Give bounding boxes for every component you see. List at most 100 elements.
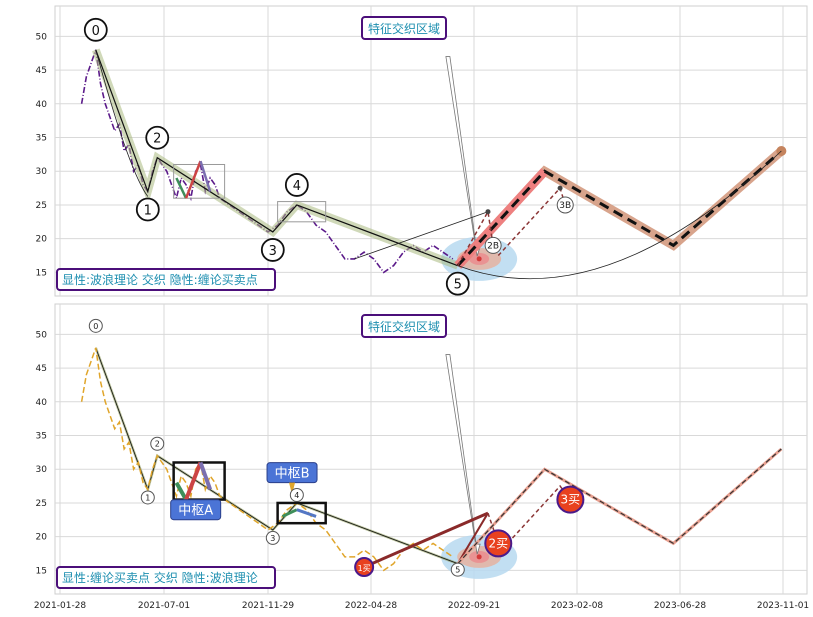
x-tick-label: 2022-04-28 — [345, 601, 398, 611]
annotation-label: 2B — [487, 241, 499, 251]
y-tick-label: 50 — [36, 32, 48, 42]
y-tick-label: 25 — [36, 201, 47, 211]
y-tick-label: 50 — [36, 330, 48, 340]
intersection-dot — [476, 554, 482, 560]
y-tick-label: 30 — [36, 167, 48, 177]
buy2-path — [457, 209, 494, 267]
wave-label-circle — [265, 530, 280, 545]
center-stroke — [174, 481, 188, 501]
y-tick-label: 20 — [36, 235, 48, 245]
bottom-panel: 1520253035404550中枢A中枢B0123451买2买3买特征交织区域… — [36, 303, 808, 595]
wave-label-circle — [445, 271, 470, 296]
x-tick-label: 2021-07-01 — [138, 601, 190, 611]
plot-frame — [54, 5, 808, 297]
y-tick-label: 15 — [36, 268, 47, 278]
x-tick-label: 2022-09-21 — [448, 601, 500, 611]
wave-label: 1 — [145, 493, 150, 502]
legend-box-label: 显性:波浪理论 交织 隐性:缠论买卖点 — [62, 272, 258, 287]
buy3-path — [497, 484, 571, 555]
wave-label-circle — [140, 490, 155, 505]
y-tick-label: 25 — [36, 499, 47, 509]
annotation-circle — [484, 236, 502, 254]
center-stroke — [175, 177, 188, 199]
x-tick-label: 2023-11-01 — [757, 601, 809, 611]
y-tick-label: 20 — [36, 533, 48, 543]
wave-label-circle — [260, 238, 285, 262]
plot-frame — [54, 303, 808, 595]
x-tick-label: 2021-01-28 — [34, 601, 87, 611]
wave-label: 2 — [155, 440, 160, 449]
wave-label: 5 — [454, 278, 462, 293]
wave-label-circle — [289, 487, 304, 502]
center-stroke — [184, 160, 202, 199]
wave-arc — [95, 49, 149, 197]
wave-label: 4 — [294, 491, 299, 500]
wave-label: 3 — [269, 244, 277, 259]
center-label-box — [170, 499, 222, 521]
legend-box — [56, 268, 276, 291]
title-box-label: 特征交织区域 — [368, 319, 440, 334]
center-label: 中枢A — [178, 504, 213, 519]
buy-path — [456, 512, 489, 565]
legend-box — [56, 566, 276, 589]
wave-label: 1 — [144, 203, 152, 218]
projection-line — [456, 149, 783, 267]
center-stroke — [281, 508, 298, 518]
wave-label-circle — [450, 562, 465, 577]
x-tick-label: 2023-06-28 — [654, 601, 707, 611]
wave-label: 0 — [92, 24, 100, 39]
buy-point-circle — [484, 529, 513, 558]
projection-arc — [457, 150, 782, 280]
y-tick-label: 45 — [36, 66, 47, 76]
center-stroke — [296, 508, 317, 518]
y-tick-label: 15 — [36, 566, 47, 576]
buy-path — [363, 511, 489, 569]
buy-point-circle — [556, 485, 585, 514]
center-box-b — [276, 501, 327, 525]
top-panel: 15202530354045502B3B012345特征交织区域显性:波浪理论 … — [36, 5, 808, 297]
projection-line — [457, 448, 782, 565]
x-tick-label: 2021-11-29 — [242, 601, 295, 611]
buy-marker-dot — [557, 185, 563, 191]
annotation-label: 3B — [559, 201, 571, 211]
wave-path — [95, 347, 458, 565]
wave-label-circle — [83, 17, 108, 42]
y-tick-label: 40 — [36, 398, 48, 408]
y-tick-label: 40 — [36, 100, 48, 110]
title-box — [361, 16, 447, 40]
x-tick-label: 2023-02-08 — [551, 601, 604, 611]
wave-label: 2 — [153, 132, 161, 147]
intersection-dot — [476, 256, 482, 262]
annotation-circle — [556, 196, 574, 214]
buy2-path — [487, 512, 499, 544]
wave-label: 3 — [270, 534, 275, 543]
y-tick-label: 35 — [36, 134, 47, 144]
wave-label-circle — [150, 436, 165, 451]
wave-label-circle — [88, 318, 103, 333]
wave-label: 5 — [455, 566, 460, 575]
legend-box-label: 显性:缠论买卖点 交织 隐性:波浪理论 — [62, 570, 258, 585]
y-tick-label: 45 — [36, 364, 47, 374]
y-tick-label: 30 — [36, 465, 48, 475]
buy-marker-dot — [485, 209, 491, 215]
y-tick-label: 35 — [36, 432, 47, 442]
buy-point-circle — [354, 557, 375, 578]
buy-point-label: 1买 — [358, 564, 371, 573]
buy-point-label: 2买 — [488, 536, 508, 550]
title-box-label: 特征交织区域 — [368, 21, 440, 36]
center-stroke — [198, 461, 213, 491]
wave-label: 4 — [293, 179, 301, 194]
buy-point-label: 3买 — [561, 493, 581, 507]
center-stroke — [199, 160, 212, 192]
x-axis: 2021-01-28 2021-07-01 2021-11-29 2022-04-28… — [34, 601, 809, 611]
wave-label-circle — [135, 197, 160, 222]
wave-thin — [354, 211, 489, 260]
wave-label-circle — [284, 173, 309, 197]
center-box-b — [277, 201, 327, 223]
wave-label: 0 — [93, 322, 98, 331]
wave-label-circle — [145, 125, 170, 150]
center-label: 中枢B — [275, 467, 310, 482]
center-b-arrow — [289, 482, 296, 495]
center-stroke — [184, 461, 203, 501]
